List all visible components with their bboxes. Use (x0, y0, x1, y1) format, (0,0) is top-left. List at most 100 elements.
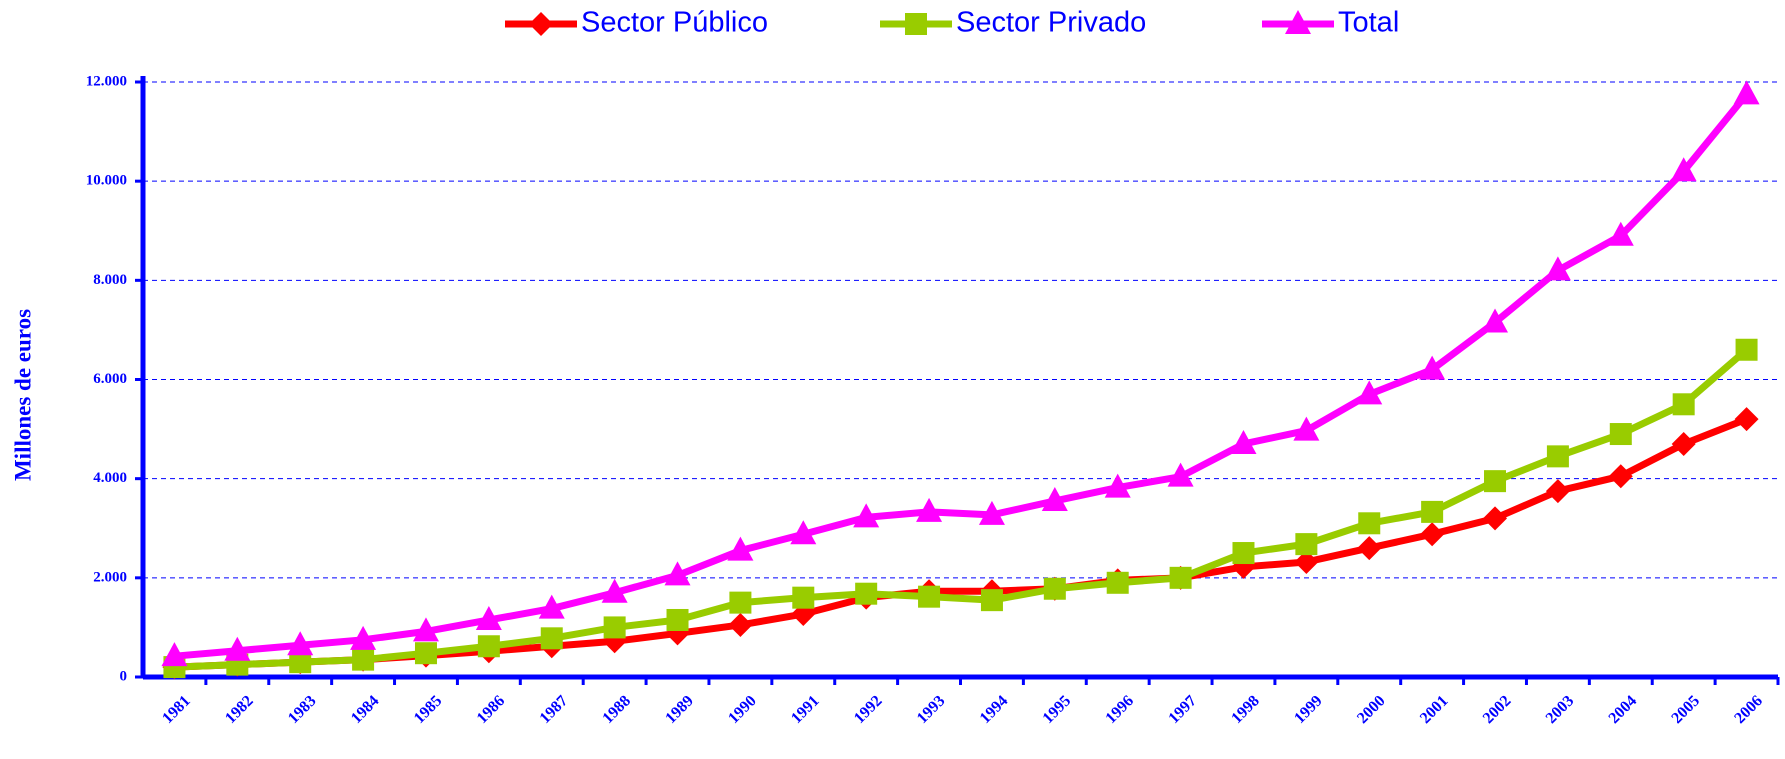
point-marker (414, 642, 437, 665)
point-marker (1544, 256, 1571, 281)
x-tick-label: 1989 (662, 692, 697, 727)
legend-label: Total (1338, 7, 1399, 39)
point-marker (1735, 338, 1758, 361)
x-tick-label: 2006 (1731, 692, 1766, 727)
x-tick-label: 1997 (1165, 692, 1200, 727)
point-marker (1167, 462, 1194, 487)
point-marker (980, 589, 1003, 612)
x-tick-label: 1987 (537, 692, 572, 727)
point-marker (1358, 512, 1381, 535)
x-tick-label: 1993 (914, 692, 949, 727)
point-marker (1546, 445, 1569, 468)
point-marker (666, 608, 689, 631)
y-tick-label: 8.000 (93, 272, 127, 288)
y-tick-label: 6.000 (93, 371, 127, 387)
point-marker (1608, 464, 1633, 489)
point-marker (729, 591, 752, 614)
legend-label: Sector Público (581, 7, 768, 39)
point-marker (727, 536, 754, 561)
point-marker (412, 617, 439, 642)
point-marker (1104, 473, 1131, 498)
x-tick-label: 1999 (1291, 692, 1326, 727)
point-marker (289, 651, 312, 674)
x-tick-label: 1983 (285, 692, 320, 727)
x-tick-label: 2001 (1417, 692, 1452, 727)
point-marker (1607, 221, 1634, 246)
point-marker (916, 497, 943, 522)
point-marker (540, 627, 563, 650)
legend-marker (905, 13, 927, 35)
x-tick-label: 1991 (788, 692, 823, 727)
x-tick-label: 1995 (1040, 692, 1075, 727)
y-tick-label: 4.000 (93, 470, 127, 486)
point-marker (287, 631, 314, 656)
y-tick-label: 12.000 (86, 73, 127, 89)
point-marker (603, 616, 626, 639)
point-marker (1106, 571, 1129, 594)
point-marker (1041, 486, 1068, 511)
x-tick-label: 1992 (851, 692, 886, 727)
x-tick-label: 2000 (1354, 692, 1389, 727)
point-marker (475, 605, 502, 630)
y-tick-label: 0 (120, 668, 128, 684)
point-marker (1609, 423, 1632, 446)
point-marker (853, 503, 880, 528)
point-marker (224, 636, 251, 661)
point-marker (538, 594, 565, 619)
point-marker (1545, 479, 1570, 504)
y-axis-label: Millones de euros (10, 309, 35, 481)
legend-label: Sector Privado (956, 7, 1146, 39)
x-tick-label: 1981 (159, 692, 194, 727)
point-marker (1043, 577, 1066, 600)
x-tick-label: 1990 (725, 692, 760, 727)
legend-marker (529, 12, 553, 36)
point-marker (161, 642, 188, 667)
point-marker (1420, 522, 1445, 547)
point-marker (1734, 407, 1759, 432)
x-tick-label: 2005 (1668, 692, 1703, 727)
y-tick-label: 2.000 (93, 569, 127, 585)
x-tick-label: 2002 (1480, 692, 1515, 727)
x-tick-label: 1996 (1102, 692, 1137, 727)
point-marker (350, 625, 377, 650)
x-tick-label: 1982 (222, 692, 257, 727)
point-marker (1671, 431, 1696, 456)
point-marker (728, 612, 753, 637)
x-tick-label: 1984 (348, 692, 383, 727)
point-marker (1483, 506, 1508, 531)
point-marker (1482, 308, 1509, 333)
point-marker (1356, 380, 1383, 405)
point-marker (1230, 429, 1257, 454)
x-tick-label: 1998 (1228, 692, 1263, 727)
x-tick-label: 1988 (599, 692, 634, 727)
point-marker (918, 585, 941, 608)
point-marker (1357, 536, 1382, 561)
point-marker (1295, 533, 1318, 556)
point-marker (1232, 542, 1255, 565)
x-tick-label: 1985 (411, 692, 446, 727)
y-tick-label: 10.000 (86, 173, 127, 189)
point-marker (790, 520, 817, 545)
point-marker (1421, 500, 1444, 523)
point-marker (1733, 80, 1760, 105)
point-marker (477, 635, 500, 658)
x-tick-label: 2003 (1543, 692, 1578, 727)
point-marker (664, 561, 691, 586)
point-marker (1672, 393, 1695, 416)
point-marker (792, 586, 815, 609)
x-tick-label: 1994 (977, 692, 1012, 727)
point-marker (1670, 157, 1697, 182)
point-marker (601, 578, 628, 603)
legend-marker (1285, 10, 1311, 34)
point-marker (1419, 355, 1446, 380)
series-line (174, 415, 1748, 671)
point-marker (1293, 416, 1320, 441)
x-tick-label: 1986 (474, 692, 509, 727)
series-line (174, 92, 1750, 660)
point-marker (1294, 549, 1319, 574)
point-marker (855, 582, 878, 605)
point-marker (978, 500, 1005, 525)
point-marker (1484, 470, 1507, 493)
point-marker (352, 648, 375, 671)
